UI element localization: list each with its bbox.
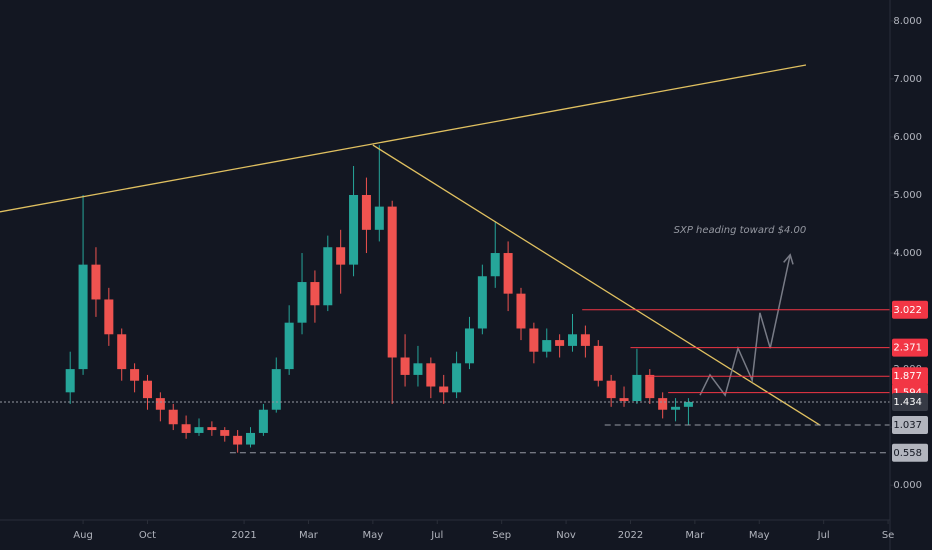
price-tag	[892, 367, 928, 386]
candle-body	[284, 322, 294, 370]
candle-body	[516, 293, 526, 329]
y-tick-label: 8.000	[893, 16, 922, 27]
candle-body	[194, 427, 204, 433]
candle-body	[246, 432, 256, 445]
price-tag	[892, 392, 928, 411]
candle-body	[400, 357, 410, 375]
projection-path	[699, 254, 791, 397]
y-tick-label: 4.000	[893, 248, 922, 259]
price-tag	[892, 338, 928, 357]
plot-area: SXP heading toward $4.00	[0, 64, 890, 454]
candle-body	[503, 253, 513, 294]
candle-body	[130, 369, 140, 381]
price-tag-label: 0.558	[893, 448, 922, 459]
y-tick-label: 0.000	[893, 480, 922, 491]
candle-body	[593, 345, 603, 381]
candle-body	[258, 409, 268, 433]
x-tick-label: Nov	[556, 530, 576, 541]
candle-body	[658, 398, 668, 410]
candle-body	[336, 247, 346, 265]
x-tick-label: Sep	[492, 530, 511, 541]
candle-body	[297, 282, 307, 323]
price-tag-label: 2.371	[893, 343, 922, 354]
annotation: SXP heading toward $4.00	[674, 225, 807, 236]
y-tick-label: 7.000	[893, 74, 922, 85]
candle-body	[271, 369, 281, 410]
candle-body	[323, 247, 333, 306]
candle-body	[452, 363, 462, 393]
candle-body	[439, 386, 449, 393]
x-tick-label: Jul	[430, 530, 443, 541]
candle-body	[65, 369, 75, 393]
candle-body	[117, 334, 127, 370]
y-tick-label: 6.000	[893, 132, 922, 143]
x-tick-label: Se	[882, 530, 895, 541]
candle-body	[632, 374, 642, 402]
candle-body	[426, 363, 436, 387]
price-tag	[892, 415, 928, 434]
candle-body	[387, 206, 397, 358]
candle-body	[207, 427, 217, 431]
candle-body	[142, 380, 152, 399]
price-tag	[892, 300, 928, 319]
candle-body	[645, 374, 655, 399]
candle-body	[233, 435, 243, 445]
x-tick-label: 2022	[618, 530, 643, 541]
candle-body	[310, 282, 320, 306]
candle-body	[361, 195, 371, 230]
candle-body	[529, 328, 539, 352]
time-axis	[0, 520, 890, 550]
candle-body	[683, 401, 693, 407]
trend-line	[0, 64, 807, 213]
candle-body	[477, 276, 487, 329]
projection-arrowhead	[783, 253, 794, 265]
candle-body	[606, 380, 616, 399]
candle-body	[490, 253, 500, 277]
candle-body	[349, 195, 359, 265]
candle-body	[568, 334, 578, 346]
candle-body	[168, 409, 178, 425]
candle-body	[91, 264, 101, 300]
candle-body	[413, 363, 423, 375]
price-tag-label: 1.877	[893, 371, 922, 382]
price-tag	[892, 443, 928, 462]
x-tick-label: May	[363, 530, 384, 541]
trend-line	[372, 144, 821, 426]
candle-body	[78, 264, 88, 370]
candle-body	[555, 340, 565, 346]
price-tag-label: 1.037	[893, 420, 922, 431]
candle-body	[374, 206, 384, 230]
x-tick-label: Mar	[299, 530, 319, 541]
x-tick-label: Aug	[73, 530, 93, 541]
candle-body	[619, 398, 629, 402]
price-tag-label: 1.434	[893, 397, 922, 408]
y-tick-label: 5.000	[893, 190, 922, 201]
candle-body	[155, 398, 165, 410]
x-tick-label: 2021	[231, 530, 256, 541]
x-tick-label: Mar	[685, 530, 705, 541]
x-tick-label: Oct	[139, 530, 156, 541]
candle-body	[181, 424, 191, 433]
candle-body	[671, 406, 681, 410]
candle-body	[220, 430, 230, 436]
price-tag-label: 3.022	[893, 305, 922, 316]
x-tick-label: Jul	[817, 530, 830, 541]
candle-body	[580, 334, 590, 346]
candle-body	[542, 340, 552, 352]
x-tick-label: May	[749, 530, 770, 541]
candle-body	[464, 328, 474, 364]
candle-body	[104, 299, 114, 335]
